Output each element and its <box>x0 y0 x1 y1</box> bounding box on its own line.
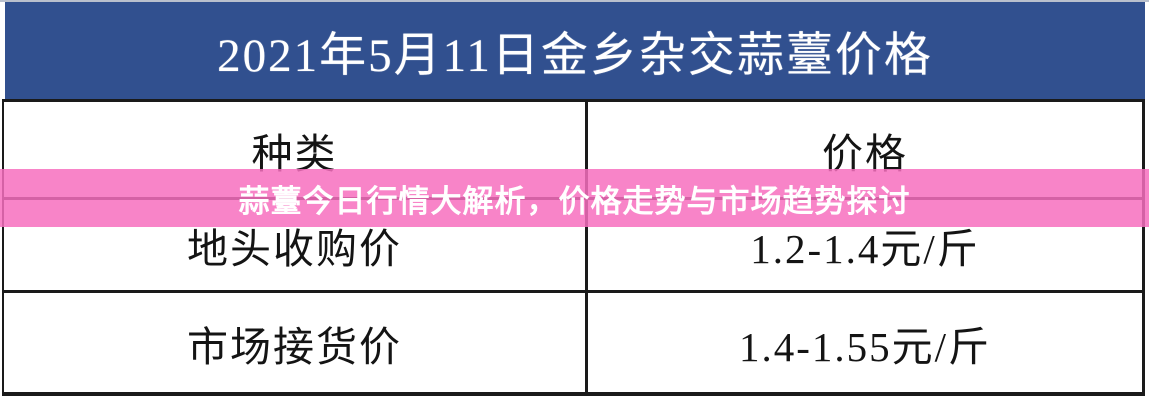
top-edge-strip <box>0 0 1149 2</box>
cell-type: 市场接货价 <box>4 293 588 392</box>
cell-type: 地头收购价 <box>4 200 588 290</box>
promo-banner-text: 蒜薹今日行情大解析，价格走势与市场趋势探讨 <box>238 183 911 220</box>
promo-banner: 蒜薹今日行情大解析，价格走势与市场趋势探讨 <box>0 169 1149 227</box>
table-row: 地头收购价 1.2-1.4元/斤 <box>4 200 1142 293</box>
column-header-type: 种类 <box>4 102 588 197</box>
cell-price: 1.2-1.4元/斤 <box>750 226 980 272</box>
price-table: 种类 价格 地头收购价 1.2-1.4元/斤 市场接货价 1.4-1.55元/斤 <box>2 99 1145 396</box>
column-header-price: 价格 <box>822 130 908 177</box>
page-title: 2021年5月11日金乡杂交蒜薹价格 <box>217 30 933 82</box>
title-bar: 2021年5月11日金乡杂交蒜薹价格 <box>5 2 1145 99</box>
cell-price: 1.4-1.55元/斤 <box>738 323 992 370</box>
table-row: 市场接货价 1.4-1.55元/斤 <box>4 293 1142 392</box>
